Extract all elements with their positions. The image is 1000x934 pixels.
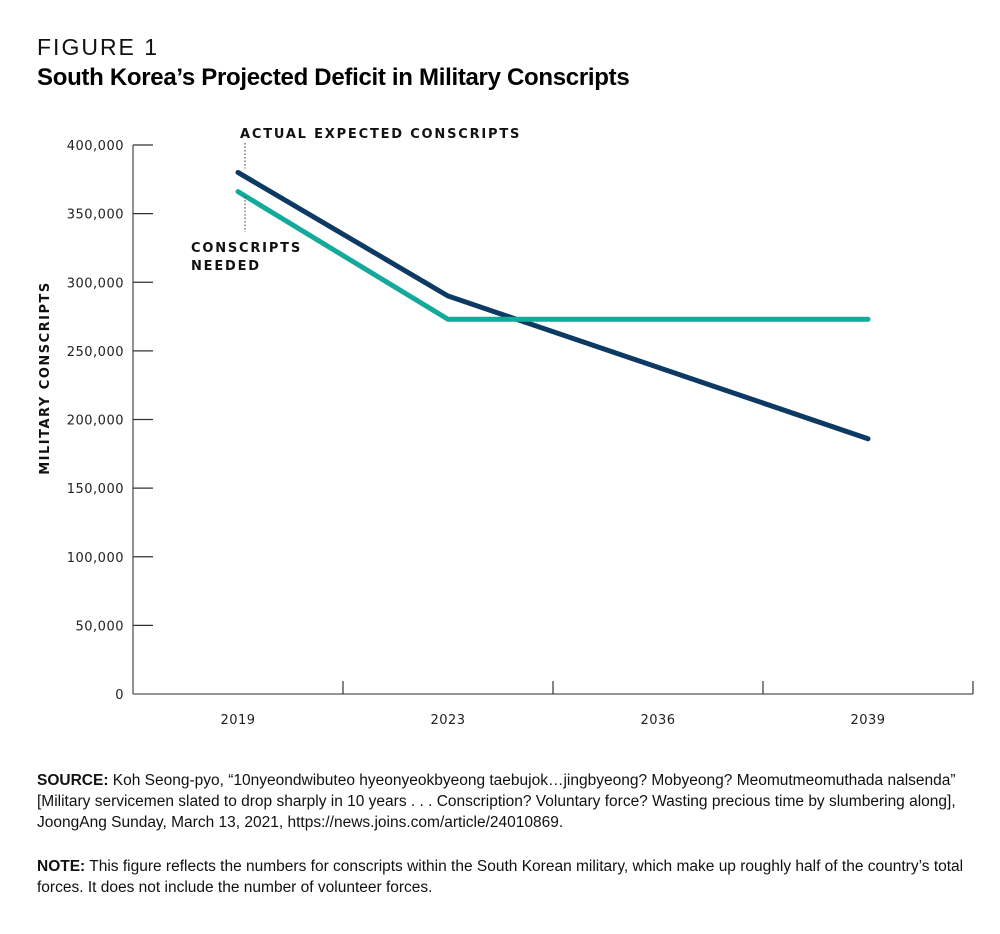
series-layer [235, 169, 871, 442]
x-axis: 2019 2023 2036 2039 [133, 681, 974, 728]
figure-note: NOTE: This figure reflects the numbers f… [37, 856, 977, 898]
source-text: Koh Seong-pyo, “10nyeondwibuteo hyeonyeo… [37, 772, 956, 831]
note-text: This figure reflects the numbers for con… [37, 858, 964, 896]
note-label: NOTE: [37, 858, 86, 875]
series-line-actual-expected [235, 169, 871, 442]
y-axis: 0 50,000 100,000 150,000 200,000 250,000 300,0… [67, 139, 153, 703]
source-label: SOURCE: [37, 772, 109, 789]
figure-title: South Korea’s Projected Deficit in Milit… [37, 64, 630, 91]
y-tick-label: 350,000 [67, 208, 124, 223]
x-tick-label: 2019 [220, 713, 255, 728]
figure-label: FIGURE 1 [37, 34, 160, 60]
y-tick-label: 300,000 [67, 276, 124, 291]
y-tick-label: 150,000 [67, 482, 124, 497]
y-tick-label: 50,000 [76, 619, 125, 634]
y-tick-label: 100,000 [67, 551, 124, 566]
line-chart: 0 50,000 100,000 150,000 200,000 250,000 300,0… [38, 127, 974, 728]
annotation-needed-line: CONSCRIPTS [191, 241, 302, 256]
source-note: SOURCE: Koh Seong-pyo, “10nyeondwibuteo … [37, 770, 977, 833]
y-tick-label: 200,000 [67, 414, 124, 429]
series-line-needed [235, 189, 871, 322]
annotation-actual-expected: ACTUAL EXPECTED CONSCRIPTS [240, 127, 521, 142]
y-tick-label: 0 [115, 688, 124, 703]
y-axis-title: MILITARY CONSCRIPTS [38, 281, 53, 475]
annotation-needed-line: NEEDED [191, 259, 261, 274]
x-tick-label: 2039 [850, 713, 885, 728]
x-tick-label: 2023 [430, 713, 465, 728]
y-tick-label: 400,000 [67, 139, 124, 154]
x-tick-label: 2036 [640, 713, 675, 728]
annotations: ACTUAL EXPECTED CONSCRIPTS CONSCRIPTS NEED… [191, 127, 521, 274]
y-tick-label: 250,000 [67, 345, 124, 360]
